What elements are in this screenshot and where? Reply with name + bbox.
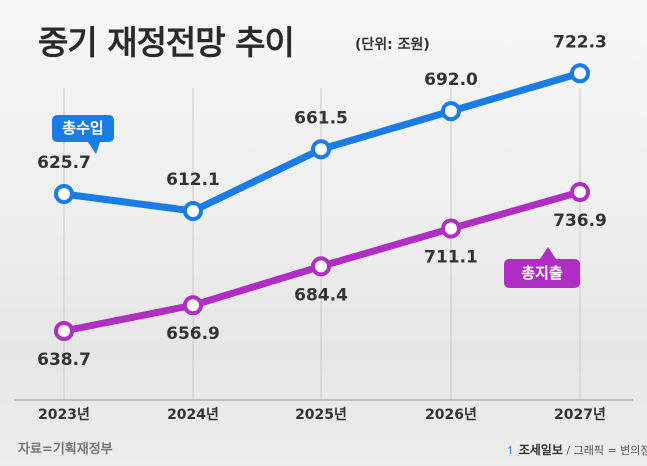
credit: ↿ 조세일보 / 그래픽 = 변의정 [506, 441, 647, 458]
legend-expenditure-callout: 총지출 [504, 259, 580, 288]
data-label: 736.9 [553, 211, 607, 231]
x-tick-label: 2023년 [38, 407, 90, 423]
data-point [54, 321, 74, 341]
callout-tail [88, 142, 100, 154]
data-point [570, 63, 590, 84]
chart-title: 중기 재정전망 추이 [38, 23, 295, 62]
data-point [311, 256, 331, 277]
data-point [311, 139, 331, 160]
data-label: 638.7 [37, 350, 91, 370]
unit-label: (단위: 조원) [355, 37, 430, 53]
legend-revenue-callout: 총수입 [52, 115, 114, 142]
x-tick-label: 2027년 [554, 407, 606, 423]
data-label: 656.9 [166, 324, 220, 344]
data-point [183, 295, 203, 316]
data-point [441, 101, 461, 122]
x-tick-label: 2025년 [295, 407, 347, 423]
data-label: 722.3 [553, 32, 607, 52]
data-label: 612.1 [166, 170, 220, 190]
data-label: 711.1 [424, 248, 478, 268]
graphic-credit: / 그래픽 = 변의정 [566, 444, 647, 457]
data-label: 692.0 [424, 70, 478, 90]
data-point [570, 182, 590, 203]
data-point [183, 201, 203, 221]
brand-logo-icon: ↿ [506, 444, 516, 457]
callout-tail [540, 247, 556, 259]
source-note: 자료=기획재정부 [18, 442, 113, 457]
brand-name: 조세일보 [518, 443, 563, 457]
data-point [441, 218, 461, 239]
data-label: 661.5 [294, 108, 348, 128]
x-tick-label: 2026년 [425, 407, 477, 423]
data-point [54, 184, 74, 204]
data-label: 684.4 [294, 285, 348, 305]
x-tick-label: 2024년 [167, 407, 219, 423]
data-label: 625.7 [37, 153, 91, 173]
